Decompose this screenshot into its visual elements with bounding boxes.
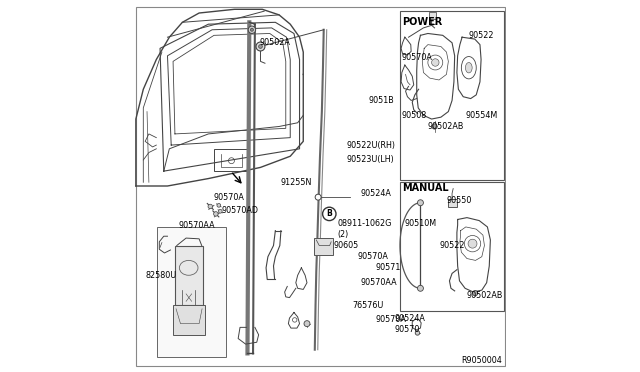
Text: 90522U(RH): 90522U(RH) xyxy=(346,141,395,150)
Bar xyxy=(400,11,504,180)
Text: 9051B: 9051B xyxy=(369,96,394,105)
Text: 90571: 90571 xyxy=(375,263,401,272)
Bar xyxy=(157,227,226,357)
Text: 90570A: 90570A xyxy=(214,193,245,202)
Text: 76576U: 76576U xyxy=(353,301,384,310)
Text: 08911-1062G: 08911-1062G xyxy=(338,219,392,228)
Circle shape xyxy=(259,45,262,48)
Circle shape xyxy=(468,239,477,248)
Text: 90502A: 90502A xyxy=(260,38,291,47)
Circle shape xyxy=(432,124,437,129)
Circle shape xyxy=(417,285,424,291)
Text: B: B xyxy=(326,209,332,218)
Text: 90502AB: 90502AB xyxy=(428,122,464,131)
Bar xyxy=(400,182,504,311)
Text: 90570AA: 90570AA xyxy=(361,278,397,287)
Bar xyxy=(214,149,248,171)
Text: 90508: 90508 xyxy=(401,111,426,120)
Text: 90554M: 90554M xyxy=(466,111,498,120)
Text: 90570A: 90570A xyxy=(401,53,432,62)
Text: (2): (2) xyxy=(338,230,349,239)
Text: 90510M: 90510M xyxy=(404,219,436,228)
Circle shape xyxy=(217,203,221,207)
Circle shape xyxy=(214,212,218,216)
Circle shape xyxy=(472,291,477,296)
Bar xyxy=(314,238,333,255)
Text: 90570AD: 90570AD xyxy=(221,206,259,215)
Circle shape xyxy=(248,26,255,33)
Circle shape xyxy=(417,200,424,206)
Text: 90550: 90550 xyxy=(447,196,472,205)
Bar xyxy=(429,12,436,19)
Circle shape xyxy=(250,28,253,31)
Circle shape xyxy=(208,204,212,209)
Circle shape xyxy=(304,321,310,327)
Bar xyxy=(175,246,203,305)
Text: POWER: POWER xyxy=(402,17,442,27)
Ellipse shape xyxy=(465,62,472,73)
Circle shape xyxy=(256,42,265,51)
Circle shape xyxy=(415,331,420,335)
Text: 90570A: 90570A xyxy=(357,252,388,261)
Text: 90502AB: 90502AB xyxy=(467,291,503,300)
Bar xyxy=(447,199,457,207)
Text: MANUAL: MANUAL xyxy=(402,183,449,193)
Text: 90570: 90570 xyxy=(394,325,420,334)
Text: R9050004: R9050004 xyxy=(461,356,502,365)
Circle shape xyxy=(431,59,439,66)
Text: 90524A: 90524A xyxy=(394,314,425,323)
Text: 90570A: 90570A xyxy=(376,315,406,324)
Text: 90522: 90522 xyxy=(468,31,494,40)
Circle shape xyxy=(218,209,222,213)
Circle shape xyxy=(323,207,336,221)
Text: 91255N: 91255N xyxy=(281,178,312,187)
Text: 90570AA: 90570AA xyxy=(179,221,215,230)
Text: 82580U: 82580U xyxy=(146,271,177,280)
Text: 90523U(LH): 90523U(LH) xyxy=(346,155,394,164)
Text: 90605: 90605 xyxy=(333,241,358,250)
Text: 90522: 90522 xyxy=(439,241,465,250)
Circle shape xyxy=(315,194,321,200)
Text: 90524A: 90524A xyxy=(360,189,391,198)
Bar xyxy=(173,305,205,335)
